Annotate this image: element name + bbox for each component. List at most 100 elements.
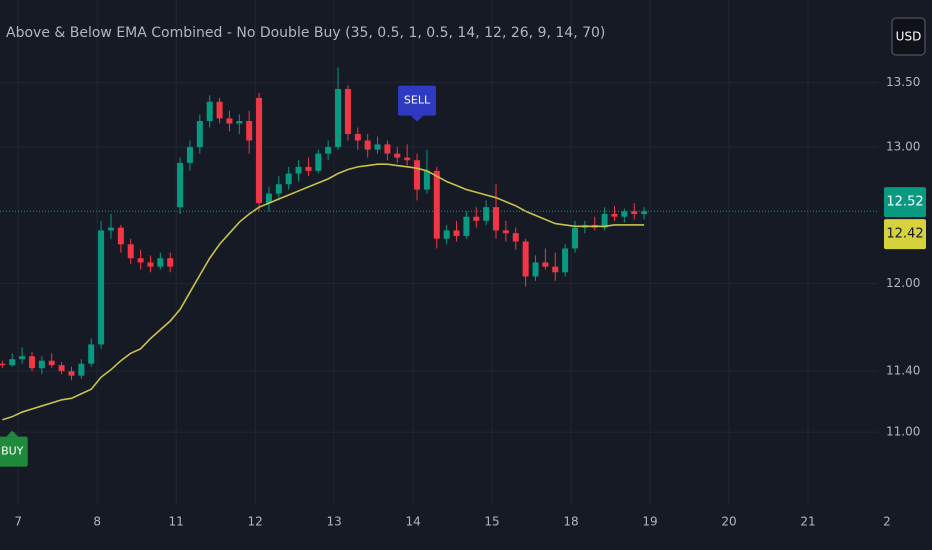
x-tick-label: 13 — [326, 515, 341, 529]
candle-body — [295, 166, 302, 174]
candle-body — [631, 211, 638, 214]
candle-body — [256, 97, 263, 204]
candle-body — [571, 227, 578, 249]
candle-body — [443, 230, 450, 239]
y-tick-label: 12.00 — [886, 276, 920, 290]
candle-body — [483, 207, 490, 221]
currency-label[interactable]: USD — [896, 30, 922, 44]
candle-body — [512, 233, 519, 242]
candle-body — [177, 162, 184, 208]
candle-body — [453, 230, 460, 236]
candle-body — [206, 101, 213, 121]
candle-body — [28, 356, 35, 369]
candle-body — [463, 216, 470, 236]
candle-body — [78, 363, 85, 376]
candle-body — [305, 166, 312, 171]
ema-line — [2, 163, 645, 421]
candle-body — [167, 258, 174, 267]
candle-body — [127, 244, 134, 259]
x-tick-label: 20 — [721, 515, 736, 529]
annotation-box — [398, 85, 437, 116]
candle-body — [88, 344, 95, 364]
currency-button[interactable] — [891, 17, 926, 56]
annotation-box — [0, 436, 28, 467]
candle-body — [374, 144, 381, 150]
x-tick-label: 11 — [168, 515, 183, 529]
candle-body — [0, 363, 6, 366]
candle-body — [48, 360, 55, 366]
candle-body — [611, 213, 618, 217]
candle-body — [522, 241, 529, 277]
candle-body — [117, 227, 124, 245]
candle-body — [186, 147, 193, 163]
x-tick-label: 18 — [563, 515, 578, 529]
candle-body — [285, 173, 292, 185]
candle-body — [275, 184, 282, 194]
candle-body — [236, 120, 243, 124]
ema-price-tag — [884, 219, 926, 250]
grid — [0, 0, 878, 505]
x-tick-label: 15 — [484, 515, 499, 529]
x-tick-label: 7 — [14, 515, 22, 529]
ema-price-label: 12.42 — [886, 227, 923, 242]
candle-body — [246, 120, 253, 141]
candle-body — [107, 227, 114, 231]
candle-body — [414, 160, 421, 190]
candle-body — [344, 88, 351, 134]
candle-body — [394, 153, 401, 158]
annotation-pointer — [6, 430, 19, 437]
candle-body — [9, 359, 16, 366]
candle-body — [621, 211, 628, 217]
x-tick-label: 19 — [642, 515, 657, 529]
candle-body — [493, 207, 500, 231]
y-tick-label: 11.00 — [886, 425, 920, 439]
overlay: 11.00 11.40 12.00 13.00 13.50 7 8 11 12 13 14 15 18 1… — [0, 75, 926, 529]
candle-body — [384, 144, 391, 154]
candle-body — [265, 193, 272, 204]
annotation-label: BUY — [1, 445, 24, 458]
candle-body — [335, 88, 342, 148]
candle-body — [98, 230, 105, 345]
candle-body — [38, 360, 45, 369]
candle-body — [542, 262, 549, 267]
marks — [0, 67, 878, 421]
x-tick-label: 14 — [405, 515, 420, 529]
last-price-label: 12.52 — [886, 195, 923, 210]
candle-body — [433, 170, 440, 239]
candle-body — [216, 101, 223, 119]
candle-body — [226, 118, 233, 124]
candle-body — [58, 365, 65, 372]
x-tick-label: 21 — [800, 515, 815, 529]
y-tick-label: 13.50 — [886, 75, 920, 89]
x-tick-label: 12 — [247, 515, 262, 529]
candle-body — [641, 211, 648, 214]
candle-body — [19, 356, 26, 360]
last-price-tag — [884, 187, 926, 218]
candle-body — [473, 216, 480, 221]
candle-body — [601, 213, 608, 228]
x-tick-label: 8 — [93, 515, 101, 529]
candle-body — [423, 170, 430, 190]
candle-body — [137, 258, 144, 263]
candle-body — [315, 153, 322, 171]
candle-body — [364, 140, 371, 150]
y-tick-label: 13.00 — [886, 140, 920, 154]
candle-body — [552, 266, 559, 273]
candle-body — [157, 258, 164, 267]
candle-body — [325, 147, 332, 154]
candle-body — [562, 248, 569, 273]
candle-body — [196, 120, 203, 148]
indicator-title: Above & Below EMA Combined - No Double B… — [6, 25, 605, 41]
annotation-pointer — [411, 115, 424, 122]
candle-body — [404, 157, 411, 161]
y-tick-label: 11.40 — [886, 364, 920, 378]
candle-body — [502, 230, 509, 234]
candle-body — [532, 262, 539, 277]
candle-body — [147, 262, 154, 267]
annotation-label: SELL — [404, 94, 431, 107]
candle-body — [354, 133, 361, 141]
candle-body — [68, 371, 75, 376]
